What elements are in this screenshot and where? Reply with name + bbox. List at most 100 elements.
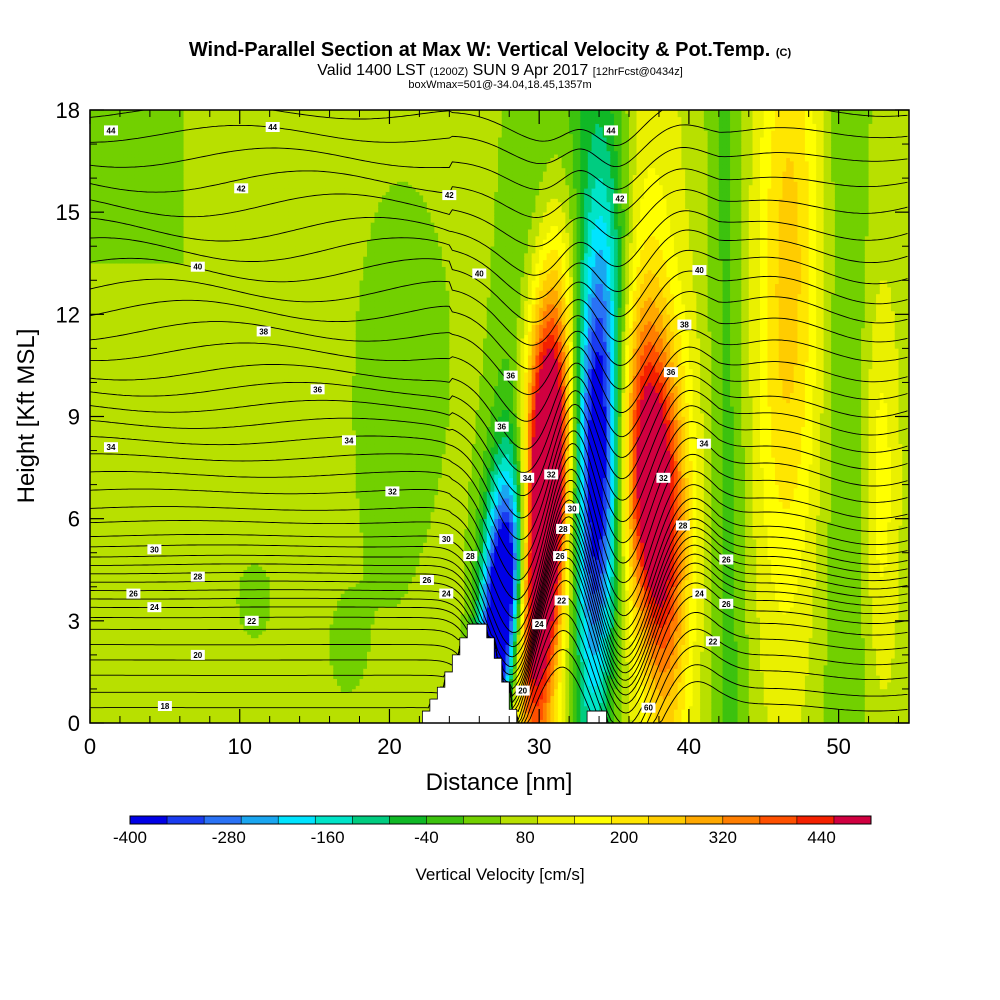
isentrope-line bbox=[90, 421, 908, 561]
colorbar-swatch bbox=[500, 816, 538, 824]
colorbar-tick-label: 320 bbox=[709, 828, 737, 847]
contour-label: 44 bbox=[604, 125, 618, 136]
isentrope-line bbox=[90, 453, 908, 600]
contour-label: 26 bbox=[719, 598, 734, 609]
contour-label: 20 bbox=[190, 649, 205, 660]
isentrope-line bbox=[90, 405, 908, 540]
x-tick-label: 0 bbox=[84, 734, 96, 759]
x-tick-label: 50 bbox=[826, 734, 850, 759]
y-tick-label: 6 bbox=[68, 507, 80, 532]
chart-title-suffix: (C) bbox=[776, 47, 792, 59]
contour-label: 36 bbox=[663, 367, 678, 378]
colorbar-swatch bbox=[167, 816, 205, 824]
potential-temperature-contours bbox=[90, 110, 908, 723]
x-tick-label: 30 bbox=[527, 734, 551, 759]
colorbar-swatch bbox=[278, 816, 316, 824]
isentrope-line bbox=[90, 270, 908, 346]
contour-label: 40 bbox=[190, 261, 205, 272]
y-tick-label: 12 bbox=[56, 302, 80, 327]
colorbar-tick-label: 80 bbox=[516, 828, 535, 847]
isentrope-line bbox=[90, 147, 908, 191]
contour-label: 42 bbox=[442, 190, 457, 201]
contour-label: 44 bbox=[104, 125, 118, 136]
isentrope-line bbox=[90, 479, 908, 634]
isentrope-line bbox=[90, 291, 908, 370]
colorbar-swatch bbox=[833, 816, 872, 824]
y-tick-label: 0 bbox=[68, 711, 80, 736]
colorbar-swatch bbox=[759, 816, 798, 824]
chart-title: Wind-Parallel Section at Max W: Vertical… bbox=[189, 39, 792, 61]
contour-label: 26 bbox=[719, 554, 734, 565]
isentrope-line bbox=[90, 468, 908, 619]
colorbar-tick-label: -280 bbox=[212, 828, 246, 847]
contour-label: 36 bbox=[503, 370, 518, 381]
contour-label: 32 bbox=[656, 472, 671, 483]
x-axis-label: Distance [nm] bbox=[426, 769, 573, 796]
contour-label: 42 bbox=[234, 183, 249, 194]
contour-label: 24 bbox=[532, 619, 547, 630]
colorbar-swatch bbox=[463, 816, 501, 824]
colorbar-tick-label: 440 bbox=[807, 828, 835, 847]
colorbar-tick-label: -160 bbox=[311, 828, 345, 847]
chart-subtitle: boxWmax=501@-34.04,18.45,1357m bbox=[408, 79, 591, 91]
colorbar-swatch bbox=[537, 816, 575, 824]
isentrope-line bbox=[90, 168, 908, 218]
colorbar-tick-label: -400 bbox=[113, 828, 147, 847]
contour-label: 36 bbox=[494, 421, 509, 432]
contour-label: 26 bbox=[126, 588, 141, 599]
y-tick-label: 15 bbox=[56, 200, 80, 225]
contour-label: 32 bbox=[385, 486, 400, 497]
colorbar bbox=[129, 815, 872, 825]
x-tick-label: 40 bbox=[677, 734, 701, 759]
x-axis-ticks: 0 10 20 30 40 50 bbox=[84, 110, 900, 759]
contour-label: 24 bbox=[692, 588, 707, 599]
colorbar-swatch bbox=[685, 816, 724, 824]
isentrope-line bbox=[90, 437, 908, 581]
contour-label: 40 bbox=[692, 265, 707, 276]
isentrope-line bbox=[90, 490, 908, 648]
colorbar-swatch bbox=[315, 816, 353, 824]
contour-label: 28 bbox=[675, 520, 690, 531]
isentrope-line bbox=[90, 310, 908, 395]
isentrope-line bbox=[90, 389, 908, 519]
contour-label: 24 bbox=[147, 602, 162, 613]
colorbar-swatch bbox=[722, 816, 761, 824]
colorbar-swatch bbox=[130, 816, 168, 824]
contour-label: 40 bbox=[472, 268, 487, 279]
isentrope-line bbox=[90, 189, 908, 247]
isentrope-line bbox=[90, 499, 908, 658]
contour-label: 28 bbox=[190, 571, 205, 582]
contour-label: 28 bbox=[556, 523, 571, 534]
colorbar-swatch bbox=[648, 816, 687, 824]
x-tick-label: 20 bbox=[377, 734, 401, 759]
contour-label: 42 bbox=[613, 193, 627, 204]
contour-label: 26 bbox=[553, 551, 568, 562]
contour-label: 34 bbox=[342, 435, 356, 446]
y-tick-label: 3 bbox=[68, 609, 80, 634]
contour-label: 38 bbox=[256, 326, 271, 337]
contour-label: 22 bbox=[554, 595, 569, 606]
colorbar-swatch bbox=[426, 816, 464, 824]
y-axis-label: Height [Kft MSL] bbox=[13, 329, 40, 504]
isentrope-line bbox=[90, 329, 908, 422]
isentrope-line bbox=[90, 508, 908, 668]
contour-label: 34 bbox=[520, 472, 535, 483]
contour-label: 22 bbox=[705, 636, 720, 647]
isentrope-line bbox=[90, 375, 908, 497]
isentrope-line bbox=[90, 110, 908, 146]
contour-label: 34 bbox=[104, 442, 118, 453]
contour-label: 22 bbox=[244, 615, 259, 626]
contour-label: 30 bbox=[565, 503, 580, 514]
contour-labels: 44 44 44 42 42 42 40 40 40 38 38 36 36 36 34 34 36 34 32 34… bbox=[104, 122, 734, 713]
contour-label: 32 bbox=[544, 469, 559, 480]
colorbar-swatch bbox=[241, 816, 279, 824]
isentrope-line bbox=[90, 229, 908, 300]
colorbar-ticks: -400 -280 -160 -40 80 200 320 440 bbox=[113, 828, 836, 847]
isentrope-line bbox=[90, 249, 908, 323]
colorbar-swatch bbox=[611, 816, 650, 824]
contour-label: 30 bbox=[439, 534, 454, 545]
colorbar-swatch bbox=[204, 816, 242, 824]
x-tick-label: 10 bbox=[227, 734, 251, 759]
